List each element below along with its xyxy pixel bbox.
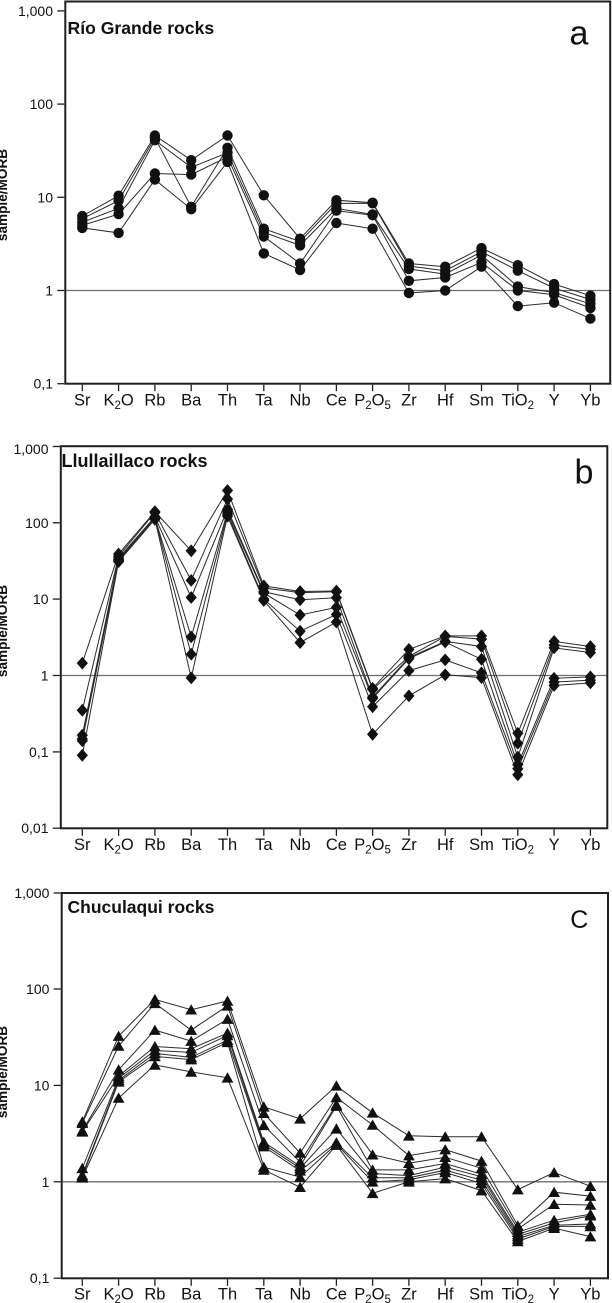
svg-text:K2O: K2O (103, 1286, 133, 1303)
svg-text:Nb: Nb (290, 836, 311, 854)
svg-text:a: a (570, 14, 589, 52)
svg-text:100: 100 (26, 981, 50, 997)
svg-text:Zr: Zr (401, 1286, 417, 1303)
svg-text:100: 100 (30, 96, 54, 112)
svg-text:10: 10 (34, 1077, 50, 1093)
svg-text:Sr: Sr (74, 836, 91, 854)
svg-text:Hf: Hf (437, 836, 454, 854)
svg-text:Chuculaqui rocks: Chuculaqui rocks (68, 897, 215, 917)
svg-text:Sm: Sm (469, 392, 494, 410)
svg-text:Ba: Ba (181, 836, 202, 854)
svg-text:K2O: K2O (103, 392, 133, 413)
svg-text:10: 10 (33, 591, 49, 607)
svg-text:Ba: Ba (181, 1286, 202, 1303)
svg-text:Ta: Ta (255, 1286, 273, 1303)
svg-text:TiO2: TiO2 (502, 392, 534, 413)
svg-text:C: C (570, 906, 588, 934)
svg-text:P2O5: P2O5 (354, 1286, 391, 1303)
svg-text:Hf: Hf (437, 1286, 454, 1303)
svg-text:Y: Y (549, 1286, 560, 1303)
svg-text:1: 1 (45, 283, 53, 299)
svg-text:Ta: Ta (255, 836, 273, 854)
svg-text:TiO2: TiO2 (502, 1286, 534, 1303)
svg-text:sample/MORB: sample/MORB (0, 585, 10, 677)
svg-text:b: b (575, 453, 594, 491)
svg-text:Zr: Zr (401, 392, 417, 410)
svg-text:Nb: Nb (290, 392, 311, 410)
svg-text:Th: Th (218, 1286, 237, 1303)
svg-text:1,000: 1,000 (14, 885, 49, 901)
svg-text:Sm: Sm (469, 1286, 494, 1303)
svg-text:Nb: Nb (290, 1286, 311, 1303)
svg-text:sample/MORB: sample/MORB (0, 149, 10, 241)
svg-text:0,1: 0,1 (34, 376, 54, 392)
svg-text:Hf: Hf (437, 392, 454, 410)
svg-text:P2O5: P2O5 (354, 392, 391, 413)
svg-text:0,1: 0,1 (29, 744, 49, 760)
svg-text:1,000: 1,000 (18, 3, 53, 19)
svg-text:P2O5: P2O5 (354, 836, 391, 857)
svg-text:sample/MORB: sample/MORB (0, 1026, 10, 1118)
svg-text:Ce: Ce (326, 836, 347, 854)
svg-text:Th: Th (218, 836, 237, 854)
svg-text:Llullaillaco rocks: Llullaillaco rocks (62, 451, 208, 471)
svg-text:Y: Y (549, 836, 560, 854)
svg-text:Sr: Sr (74, 1286, 91, 1303)
svg-text:Yb: Yb (580, 392, 600, 410)
svg-text:1: 1 (42, 1174, 50, 1190)
svg-text:1: 1 (41, 668, 49, 684)
svg-text:Sr: Sr (74, 392, 91, 410)
svg-text:Yb: Yb (580, 836, 600, 854)
svg-text:0,01: 0,01 (21, 820, 48, 836)
svg-text:Rb: Rb (144, 392, 165, 410)
svg-text:Y: Y (549, 392, 560, 410)
svg-text:Th: Th (218, 392, 237, 410)
svg-text:Ce: Ce (326, 392, 347, 410)
svg-text:10: 10 (37, 189, 53, 205)
svg-text:Yb: Yb (580, 1286, 600, 1303)
svg-text:Ba: Ba (181, 392, 202, 410)
svg-text:Ta: Ta (255, 392, 273, 410)
svg-text:100: 100 (25, 515, 49, 531)
svg-text:Sm: Sm (469, 836, 494, 854)
svg-text:Rb: Rb (144, 836, 165, 854)
svg-text:Río Grande rocks: Río Grande rocks (68, 18, 215, 38)
svg-text:Zr: Zr (401, 836, 417, 854)
svg-text:TiO2: TiO2 (502, 836, 534, 857)
svg-text:K2O: K2O (103, 836, 133, 857)
svg-text:Rb: Rb (144, 1286, 165, 1303)
svg-text:1,000: 1,000 (13, 441, 48, 457)
svg-text:Ce: Ce (326, 1286, 347, 1303)
svg-text:0,1: 0,1 (30, 1270, 50, 1286)
